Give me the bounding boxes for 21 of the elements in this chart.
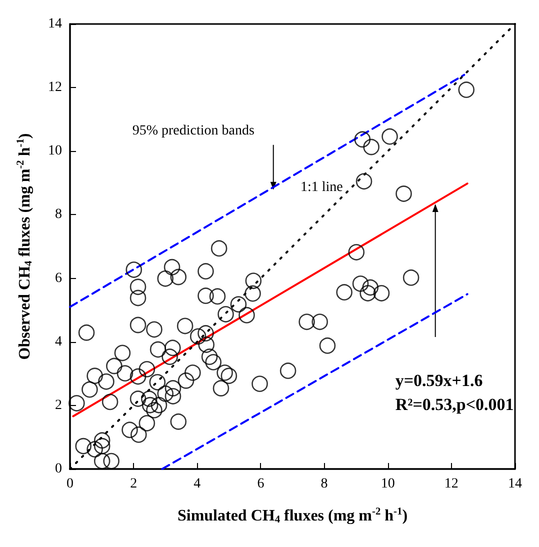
x-tick-label: 0: [66, 476, 74, 492]
y-tick-label: 10: [48, 144, 62, 159]
annotation: y=0.59x+1.6: [395, 371, 483, 390]
annotation: 1:1 line: [300, 180, 343, 195]
y-tick-label: 2: [55, 398, 62, 413]
y-tick-label: 14: [48, 16, 62, 32]
x-tick-label: 14: [508, 476, 522, 492]
annotation: R²=0.53,p<0.001: [395, 395, 514, 414]
x-tick-label: 8: [320, 476, 328, 492]
x-tick-label: 2: [130, 476, 138, 492]
y-tick-label: 0: [55, 462, 62, 476]
y-tick-label: 12: [48, 80, 62, 96]
y-tick-label: 6: [55, 270, 62, 286]
y-axis-title: Observed CH4 fluxes (mg m-2 h-1): [16, 133, 34, 360]
x-tick-label: 6: [257, 476, 264, 492]
y-tick-label: 8: [55, 207, 62, 222]
x-tick-label: 4: [194, 476, 201, 492]
x-tick-label: 12: [444, 476, 458, 492]
annotation: 95% prediction bands: [132, 123, 254, 138]
x-tick-label: 10: [380, 476, 395, 492]
y-tick-label: 4: [55, 334, 62, 350]
